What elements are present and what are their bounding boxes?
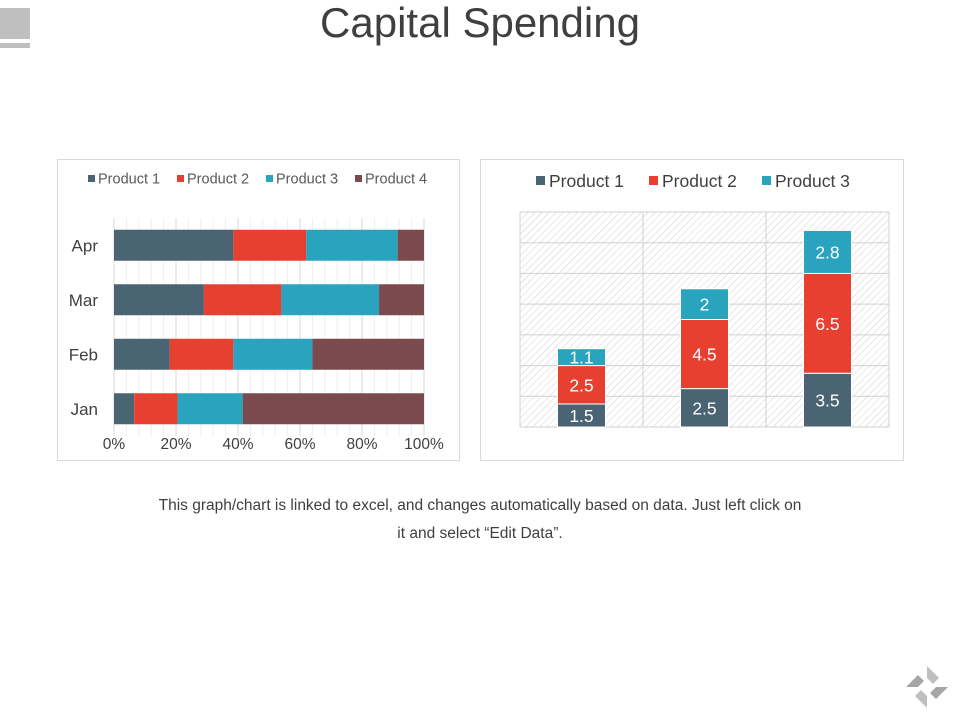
legend-swatch-product-3 (762, 176, 771, 185)
stacked-column-chart[interactable]: Product 1 Product 2 Product 3 1.5 2.5 1.1 2.5 4… (480, 159, 904, 461)
bar-jan-product-3 (177, 393, 243, 425)
bar-feb-product-2 (169, 338, 234, 370)
legend-swatch-product-1 (536, 176, 545, 185)
column-segment-2-product-2 (680, 319, 729, 390)
legend-label-product-3: Product 3 (775, 171, 850, 191)
bar-feb-product-3 (233, 338, 313, 370)
column-segment-2-product-3 (680, 288, 729, 321)
bar-feb-product-1 (114, 338, 170, 370)
column-segment-2-product-1 (680, 388, 729, 428)
data-label-2-product-3: 2 (700, 295, 710, 315)
corner-line (0, 43, 30, 48)
legend-swatch-product-2 (649, 176, 658, 185)
diamond-logo-icon (906, 666, 948, 708)
legend-swatch-product-3 (266, 175, 273, 182)
x-tick-label: 80% (346, 436, 377, 453)
data-label-3-product-2: 6.5 (815, 314, 839, 334)
legend-label-product-3: Product 3 (276, 172, 338, 188)
legend-label-product-1: Product 1 (549, 171, 624, 191)
bar-jan-product-4 (242, 393, 424, 425)
y-tick-label-feb: Feb (69, 345, 98, 364)
bar-jan-product-1 (114, 393, 135, 425)
x-tick-label: 20% (160, 436, 191, 453)
y-tick-label-mar: Mar (69, 291, 99, 310)
column-segment-1-product-2 (557, 365, 606, 405)
bar-jan-product-2 (134, 393, 178, 425)
data-label-2-product-1: 2.5 (692, 398, 716, 418)
legend-label-product-4: Product 4 (365, 172, 427, 188)
bar-mar-product-4 (379, 284, 424, 316)
bar-feb-product-4 (312, 338, 424, 370)
bar-apr-product-1 (114, 229, 234, 261)
bar-mar-product-1 (114, 284, 204, 316)
corner-decoration (0, 8, 30, 48)
column-segment-1-product-3 (557, 348, 606, 367)
column-segment-3-product-2 (803, 272, 852, 374)
legend-swatch-product-4 (355, 175, 362, 182)
footnote-line-1: This graph/chart is linked to excel, and… (158, 497, 802, 514)
data-label-3-product-1: 3.5 (815, 391, 839, 411)
legend-label-product-2: Product 2 (662, 171, 737, 191)
legend-swatch-product-2 (177, 175, 184, 182)
footnote-line-2: it and select “Edit Data”. (397, 525, 563, 542)
y-tick-label-apr: Apr (72, 236, 99, 255)
bar-apr-product-4 (397, 229, 424, 261)
y-tick-label-jan: Jan (71, 400, 98, 419)
column-segment-3-product-1 (803, 372, 852, 428)
bar-apr-product-2 (233, 229, 307, 261)
data-label-1-product-3: 1.1 (569, 348, 593, 368)
data-label-2-product-2: 4.5 (692, 345, 716, 365)
data-label-1-product-2: 2.5 (569, 375, 593, 395)
x-tick-label: 0% (103, 436, 126, 453)
data-label-3-product-3: 2.8 (815, 242, 839, 262)
data-label-1-product-1: 1.5 (569, 406, 593, 426)
bar-apr-product-3 (306, 229, 398, 261)
x-tick-label: 40% (222, 436, 253, 453)
legend-label-product-1: Product 1 (98, 172, 160, 188)
column-segment-3-product-3 (803, 229, 852, 274)
corner-block (0, 8, 30, 39)
x-tick-label: 100% (404, 436, 444, 453)
bar-mar-product-3 (281, 284, 380, 316)
x-tick-label: 60% (284, 436, 315, 453)
legend-label-product-2: Product 2 (187, 172, 249, 188)
legend-swatch-product-1 (88, 175, 95, 182)
page-title: Capital Spending (320, 0, 640, 46)
horizontal-percent-bar-chart[interactable]: Product 1 Product 2 Product 3 Product 4 Jan F… (57, 159, 460, 461)
bar-mar-product-2 (203, 284, 282, 316)
